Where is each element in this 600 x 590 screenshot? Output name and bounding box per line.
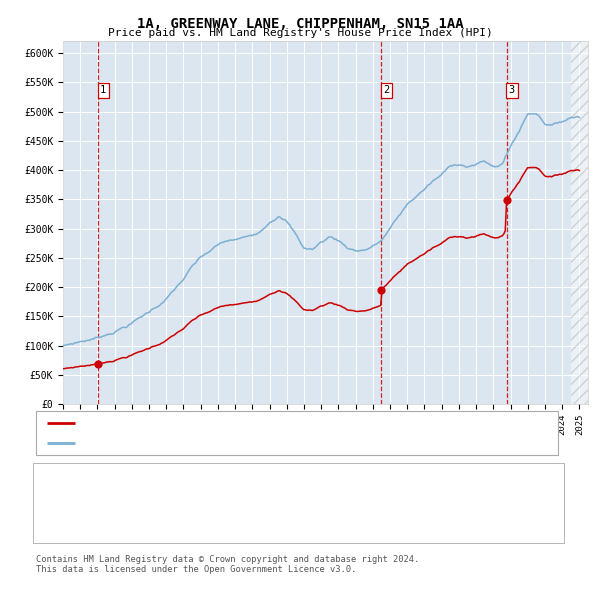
- Text: £348,000: £348,000: [243, 524, 297, 533]
- Text: 1A, GREENWAY LANE, CHIPPENHAM, SN15 1AA (detached house): 1A, GREENWAY LANE, CHIPPENHAM, SN15 1AA …: [81, 418, 431, 428]
- Point: [376, 286, 386, 295]
- Text: 2: 2: [383, 86, 389, 95]
- Text: HPI: Average price, detached house, Wiltshire: HPI: Average price, detached house, Wilt…: [81, 438, 362, 448]
- Text: 2: 2: [41, 498, 49, 507]
- Text: 1: 1: [100, 86, 106, 95]
- Text: 17-JAN-1997: 17-JAN-1997: [87, 472, 161, 481]
- Text: £195,000: £195,000: [243, 498, 297, 507]
- Point: [94, 359, 103, 369]
- Text: 09-OCT-2020: 09-OCT-2020: [87, 524, 161, 533]
- Text: £69,000: £69,000: [243, 472, 290, 481]
- Text: 3: 3: [41, 524, 49, 533]
- Text: 28-JUN-2013: 28-JUN-2013: [87, 498, 161, 507]
- Text: 19% ↓ HPI: 19% ↓ HPI: [369, 524, 430, 533]
- Text: 1: 1: [41, 472, 49, 481]
- Text: Contains HM Land Registry data © Crown copyright and database right 2024.: Contains HM Land Registry data © Crown c…: [36, 555, 419, 563]
- Text: 1A, GREENWAY LANE, CHIPPENHAM, SN15 1AA: 1A, GREENWAY LANE, CHIPPENHAM, SN15 1AA: [137, 17, 463, 31]
- Text: 38% ↓ HPI: 38% ↓ HPI: [369, 498, 430, 507]
- Text: Price paid vs. HM Land Registry's House Price Index (HPI): Price paid vs. HM Land Registry's House …: [107, 28, 493, 38]
- Text: 36% ↓ HPI: 36% ↓ HPI: [369, 472, 430, 481]
- Text: 3: 3: [509, 86, 515, 95]
- Bar: [571, 41, 588, 404]
- Text: This data is licensed under the Open Government Licence v3.0.: This data is licensed under the Open Gov…: [36, 565, 356, 573]
- Point: [502, 196, 511, 205]
